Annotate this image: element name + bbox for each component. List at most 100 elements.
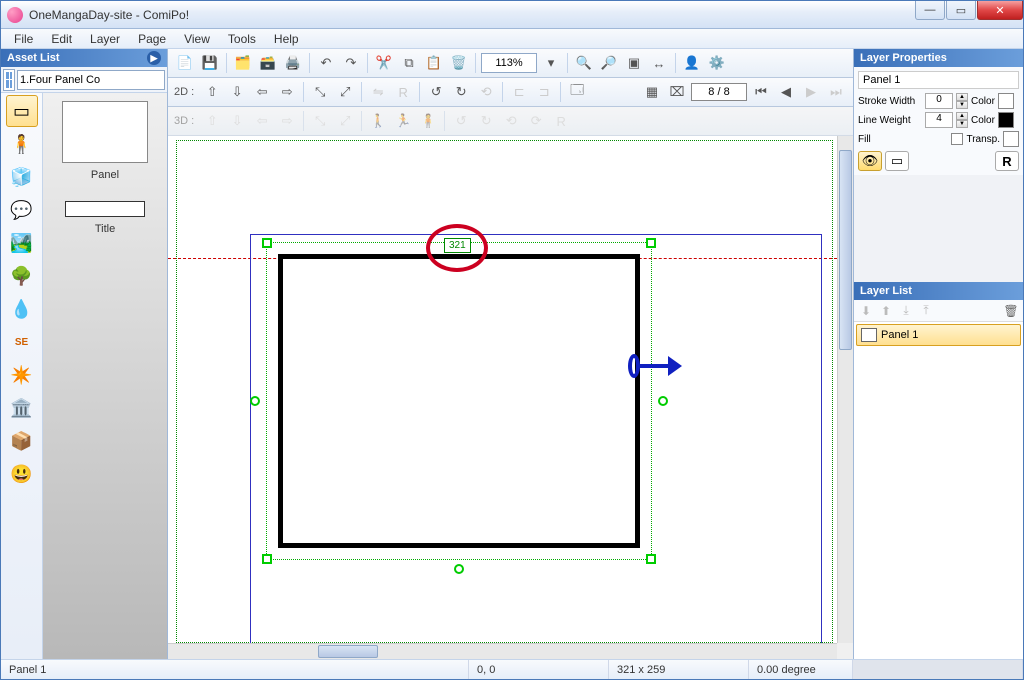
arrow-right-icon[interactable]: ⇨	[276, 81, 298, 103]
page-last-icon[interactable]: ⏭	[825, 81, 847, 103]
stroke-color-swatch[interactable]	[998, 93, 1014, 109]
hscroll-thumb[interactable]	[318, 645, 378, 658]
handle-se[interactable]	[646, 554, 656, 564]
menu-view[interactable]: View	[175, 30, 219, 48]
expand-out-icon[interactable]: ⤢	[334, 81, 356, 103]
expand-in-icon[interactable]: ⤡	[309, 81, 331, 103]
handle-ne[interactable]	[646, 238, 656, 248]
asset-collapse-icon[interactable]: ▶	[147, 51, 161, 65]
undo-icon[interactable]: ↶	[315, 52, 337, 74]
export-icon[interactable]: 🗂️	[232, 52, 254, 74]
titlebar[interactable]: OneMangaDay-site - ComiPo! — ▭ ✕	[1, 1, 1023, 29]
handle-e[interactable]	[658, 396, 668, 406]
line-weight-input[interactable]: 4	[925, 112, 953, 128]
tree-tool-icon[interactable]: 🌳	[6, 260, 38, 292]
menu-file[interactable]: File	[5, 30, 42, 48]
panel-rect[interactable]	[278, 254, 640, 548]
reset-r-icon[interactable]: R	[392, 81, 414, 103]
zoom-out-icon[interactable]: 🔎	[598, 52, 620, 74]
export2-icon[interactable]: 🗃️	[257, 52, 279, 74]
new-icon[interactable]: 📄	[174, 52, 196, 74]
visibility-icon[interactable]: 👁	[858, 151, 882, 171]
3d-cube-tool-icon[interactable]: 🧊	[6, 161, 38, 193]
vertical-scrollbar[interactable]	[837, 136, 853, 643]
balloon-tool-icon[interactable]: 💬	[6, 194, 38, 226]
se-tool-icon[interactable]: SE	[6, 326, 38, 358]
rotate-reset-icon[interactable]: ⟲	[475, 81, 497, 103]
asset-grid-button[interactable]	[3, 69, 15, 91]
face-tool-icon[interactable]: 😃	[6, 458, 38, 490]
minimize-button[interactable]: —	[915, 1, 945, 20]
flip-h-icon[interactable]: ⇋	[367, 81, 389, 103]
stroke-width-input[interactable]: 0	[925, 93, 953, 109]
layer-item[interactable]: Panel 1	[856, 324, 1021, 346]
thumb-title[interactable]	[65, 201, 145, 217]
handle-w[interactable]	[250, 396, 260, 406]
menu-layer[interactable]: Layer	[81, 30, 129, 48]
page-grid-icon[interactable]: ▦	[641, 81, 663, 103]
zoom-input[interactable]: 113%	[481, 53, 537, 73]
canvas-area[interactable]: 321	[168, 136, 853, 659]
menu-edit[interactable]: Edit	[42, 30, 81, 48]
line-weight-stepper[interactable]: ▲▼	[956, 112, 968, 128]
user-3d-tool-icon[interactable]: 📦	[6, 425, 38, 457]
menu-page[interactable]: Page	[129, 30, 175, 48]
page-next-icon[interactable]: ▶	[800, 81, 822, 103]
reset-props-icon[interactable]: R	[995, 151, 1019, 171]
zoom-in-icon[interactable]: 🔍	[573, 52, 595, 74]
menu-tools[interactable]: Tools	[219, 30, 265, 48]
close-button[interactable]: ✕	[977, 1, 1023, 20]
align-l-icon[interactable]: ⊏	[508, 81, 530, 103]
paste-icon[interactable]: 📋	[423, 52, 445, 74]
rotate-cw-icon[interactable]: ↻	[450, 81, 472, 103]
save-icon[interactable]: 💾	[199, 52, 221, 74]
handle-sw[interactable]	[262, 554, 272, 564]
canvas-viewport[interactable]: 321	[168, 136, 837, 643]
char-icon[interactable]: 👤	[681, 52, 703, 74]
rotate-ccw-icon[interactable]: ↺	[425, 81, 447, 103]
handle-s[interactable]	[454, 564, 464, 574]
align-r-icon[interactable]: ⊐	[533, 81, 555, 103]
page-del-icon[interactable]: ⌧	[666, 81, 688, 103]
page-prev-icon[interactable]: ◀	[775, 81, 797, 103]
clip-icon[interactable]: 🗔	[566, 81, 588, 103]
copy-icon[interactable]: ⧉	[398, 52, 420, 74]
layer-delete-icon[interactable]: 🗑	[1003, 303, 1019, 319]
asset-category-select[interactable]	[17, 70, 165, 90]
fit-width-icon[interactable]: ↔	[648, 52, 670, 74]
handle-nw[interactable]	[262, 238, 272, 248]
maximize-button[interactable]: ▭	[946, 1, 976, 20]
layer-down-icon[interactable]: ⬇	[858, 303, 874, 319]
character-tool-icon[interactable]: 🧍	[6, 128, 38, 160]
thumb-panel[interactable]	[62, 101, 148, 163]
transp-checkbox[interactable]	[951, 133, 963, 145]
arrow-up-icon[interactable]: ⇧	[201, 81, 223, 103]
panel-tool-icon[interactable]: ▭	[6, 95, 38, 127]
delete-icon[interactable]: 🗑️	[448, 52, 470, 74]
stroke-width-stepper[interactable]: ▲▼	[956, 93, 968, 109]
fit-icon[interactable]: ▣	[623, 52, 645, 74]
background-tool-icon[interactable]: 🏞️	[6, 227, 38, 259]
arrow-left-icon[interactable]: ⇦	[251, 81, 273, 103]
horizontal-scrollbar[interactable]	[168, 643, 837, 659]
menu-help[interactable]: Help	[265, 30, 308, 48]
layer-name-field[interactable]: Panel 1	[858, 71, 1019, 89]
layer-up-icon[interactable]: ⬆	[878, 303, 894, 319]
page-first-icon[interactable]: ⏮	[750, 81, 772, 103]
user-image-tool-icon[interactable]: 🏛️	[6, 392, 38, 424]
settings-icon[interactable]: ⚙️	[706, 52, 728, 74]
arrow-down-icon[interactable]: ⇩	[226, 81, 248, 103]
drop-tool-icon[interactable]: 💧	[6, 293, 38, 325]
layer-top-icon[interactable]: ⤒	[918, 303, 934, 319]
flash-tool-icon[interactable]: ✴️	[6, 359, 38, 391]
status-grip[interactable]	[853, 660, 1023, 679]
redo-icon[interactable]: ↷	[340, 52, 362, 74]
print-icon[interactable]: 🖨️	[282, 52, 304, 74]
line-color-swatch[interactable]	[998, 112, 1014, 128]
cut-icon[interactable]: ✂️	[373, 52, 395, 74]
fill-color-swatch[interactable]	[1003, 131, 1019, 147]
vscroll-thumb[interactable]	[839, 150, 852, 350]
layer-bottom-icon[interactable]: ⤓	[898, 303, 914, 319]
zoom-dropdown-icon[interactable]: ▾	[540, 52, 562, 74]
outline-icon[interactable]: ▭	[885, 151, 909, 171]
